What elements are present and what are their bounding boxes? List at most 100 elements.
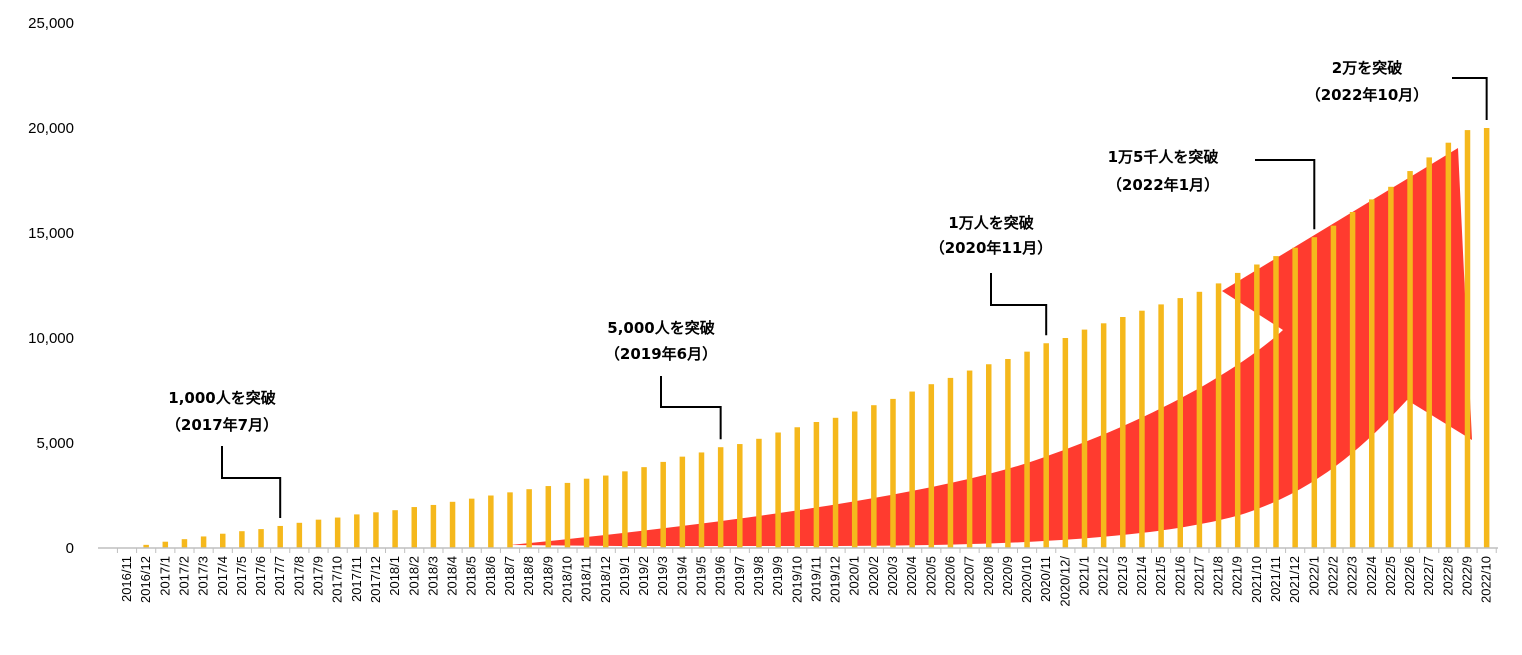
bar-2021/4	[1139, 310, 1145, 548]
bar-2017/7	[277, 525, 283, 548]
x-tick-label: 2019/9	[770, 556, 785, 596]
x-tick-label: 2017/6	[253, 556, 268, 596]
bar-2018/10	[564, 482, 571, 548]
bar-2021/6	[1177, 298, 1183, 548]
annotation-title: 1万5千人を突破	[1108, 148, 1219, 166]
bar-2019/10	[794, 427, 800, 548]
growth-arrow	[510, 148, 1472, 546]
y-tick-label: 20,000	[28, 120, 74, 137]
bar-2020/12/	[1062, 338, 1069, 548]
bar-2017/11	[354, 514, 360, 548]
bar-2020/3	[890, 398, 896, 548]
x-tick-label: 2022/3	[1345, 556, 1360, 596]
x-tick-label: 2021/12	[1287, 556, 1302, 603]
x-tick-label: 2020/6	[942, 556, 957, 596]
bar-2018/5	[468, 498, 475, 548]
x-tick-label: 2016/11	[119, 556, 134, 602]
annotation-leader	[660, 376, 722, 440]
bar-2021/10	[1254, 264, 1260, 548]
bar-2022/6	[1407, 171, 1413, 549]
bar-2018/3	[430, 504, 437, 548]
x-tick-label: 2017/9	[311, 556, 326, 596]
x-tick-label: 2022/8	[1440, 556, 1455, 596]
x-tick-label: 2022/4	[1364, 556, 1379, 596]
bar-2017/12	[373, 512, 379, 548]
x-tick-label: 2022/6	[1402, 556, 1417, 596]
x-tick-label: 2021/4	[1134, 556, 1149, 596]
bar-2019/12	[832, 417, 839, 548]
x-tick-label: 2021/1	[1077, 556, 1092, 596]
bar-2022/10	[1483, 128, 1490, 548]
bar-2019/5	[698, 452, 705, 548]
bar-2020/5	[928, 384, 935, 548]
x-tick-label: 2017/12	[368, 556, 383, 603]
x-tick-label: 2018/8	[521, 556, 536, 596]
bar-2020/11	[1043, 343, 1049, 548]
bar-2019/11	[813, 422, 820, 548]
bar-2020/4	[909, 391, 915, 548]
x-tick-label: 2020/11	[1038, 556, 1053, 602]
x-tick-label: 2017/4	[215, 556, 230, 596]
bar-2016/12	[143, 544, 149, 548]
bar-2021/11	[1273, 256, 1279, 548]
x-tick-label: 2022/2	[1325, 556, 1340, 596]
x-tick-label: 2022/1	[1306, 556, 1321, 596]
bar-2017/2	[181, 539, 188, 548]
annotation-title: 1,000人を突破	[168, 389, 275, 407]
x-tick-label: 2019/3	[655, 556, 670, 596]
bar-2018/12	[603, 475, 609, 548]
bar-2020/2	[871, 405, 877, 548]
bar-2019/9	[775, 432, 781, 548]
annotation-date: （2022年10月）	[1306, 86, 1429, 104]
x-tick-label: 2018/3	[425, 556, 440, 596]
x-tick-labels: 2016/11 2016/12 2017/1 2017/2 2017/3 2017/4 20…	[119, 556, 1494, 607]
bar-2018/6	[488, 495, 494, 548]
bar-2018/7	[507, 492, 513, 548]
annotation-title: 1万人を突破	[948, 214, 1033, 232]
x-tick-label: 2021/6	[1172, 556, 1187, 596]
x-tick-label: 2019/12	[828, 556, 843, 603]
bar-2021/5	[1158, 304, 1164, 548]
x-tick-label: 2022/7	[1421, 556, 1436, 596]
x-tick-label: 2017/3	[196, 556, 211, 596]
bar-2018/4	[449, 501, 456, 548]
bar-2020/6	[947, 377, 954, 548]
bar-2021/3	[1120, 317, 1126, 548]
x-tick-label: 2019/6	[713, 556, 728, 596]
x-tick-label: 2020/4	[904, 556, 919, 596]
bar-2021/1	[1081, 329, 1088, 548]
x-tick-label: 2018/11	[579, 556, 594, 602]
x-tick-label: 2018/6	[483, 556, 498, 596]
x-tick-label: 2022/5	[1383, 556, 1398, 596]
x-tick-label: 2021/10	[1249, 556, 1264, 603]
x-tick-label: 2020/10	[1019, 556, 1034, 603]
bar-2020/10	[1024, 351, 1030, 548]
bar-2017/6	[258, 529, 264, 548]
axis-layer	[98, 547, 1498, 553]
bar-2018/11	[583, 478, 590, 548]
bar-2018/8	[526, 489, 532, 548]
bar-2022/5	[1388, 186, 1394, 549]
annotation-date: （2020年11月）	[930, 239, 1053, 257]
bar-2017/3	[200, 536, 207, 548]
x-tick-label: 2021/5	[1153, 556, 1168, 596]
x-tick-label: 2017/2	[176, 556, 191, 596]
x-tick-label: 2017/10	[330, 556, 345, 603]
bar-2020/9	[1005, 359, 1011, 548]
y-tick-labels: 0 5,000 10,000 15,000 20,000 25,000	[28, 15, 74, 557]
y-tick-label: 5,000	[36, 435, 74, 452]
bar-2022/9	[1464, 130, 1471, 548]
bar-2019/7	[737, 444, 743, 548]
bar-2021/7	[1196, 291, 1203, 548]
x-tick-label: 2019/2	[636, 556, 651, 596]
bar-2017/8	[296, 522, 303, 548]
bar-2019/1	[622, 471, 628, 548]
bar-2018/2	[411, 507, 417, 548]
bar-2018/9	[545, 486, 552, 548]
bar-2020/1	[851, 411, 858, 548]
x-tick-label: 2021/2	[1096, 556, 1111, 596]
bar-2022/8	[1445, 142, 1452, 548]
annotation-date: （2017年7月）	[166, 416, 278, 434]
x-tick-label: 2019/5	[694, 556, 709, 596]
